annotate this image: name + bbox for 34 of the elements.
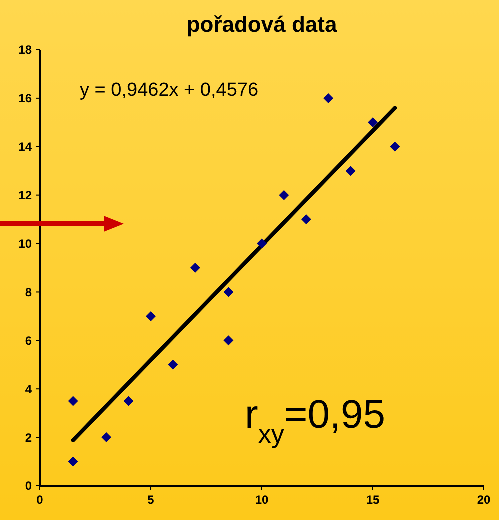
x-tick-label: 5 bbox=[148, 493, 155, 507]
point bbox=[224, 336, 234, 346]
point bbox=[324, 93, 334, 104]
annotation: r$_{xy}$=0,95 bbox=[245, 393, 386, 449]
point bbox=[368, 118, 378, 128]
point bbox=[224, 287, 234, 298]
x-tick-label: 10 bbox=[255, 493, 269, 507]
y-tick-label: 2 bbox=[25, 430, 32, 445]
y-tick-label: 18 bbox=[18, 43, 32, 58]
point bbox=[124, 396, 134, 406]
point bbox=[190, 263, 200, 273]
y-tick-label: 10 bbox=[18, 236, 32, 251]
point bbox=[168, 360, 178, 370]
point bbox=[146, 311, 156, 322]
y-tick-label: 4 bbox=[25, 382, 32, 396]
point bbox=[346, 166, 356, 176]
y-tick-label: 16 bbox=[18, 92, 32, 106]
point bbox=[102, 432, 112, 443]
point bbox=[301, 214, 312, 225]
point bbox=[68, 456, 78, 467]
x-tick-label: 20 bbox=[477, 493, 491, 507]
y-tick-label: 8 bbox=[25, 285, 32, 300]
y-tick-label: 12 bbox=[18, 188, 32, 203]
chart-title: pořadová data bbox=[186, 12, 338, 37]
point bbox=[279, 190, 290, 200]
x-tick-label: 15 bbox=[366, 493, 380, 507]
y-tick-label: 6 bbox=[25, 334, 32, 348]
y-tick-label: 0 bbox=[25, 479, 32, 494]
annotation: y = 0,9462x + 0,4576 bbox=[80, 80, 259, 101]
y-tick-label: 14 bbox=[18, 140, 32, 154]
x-tick-label: 0 bbox=[36, 493, 44, 507]
point bbox=[257, 238, 267, 249]
point bbox=[68, 396, 78, 406]
point bbox=[390, 142, 400, 152]
